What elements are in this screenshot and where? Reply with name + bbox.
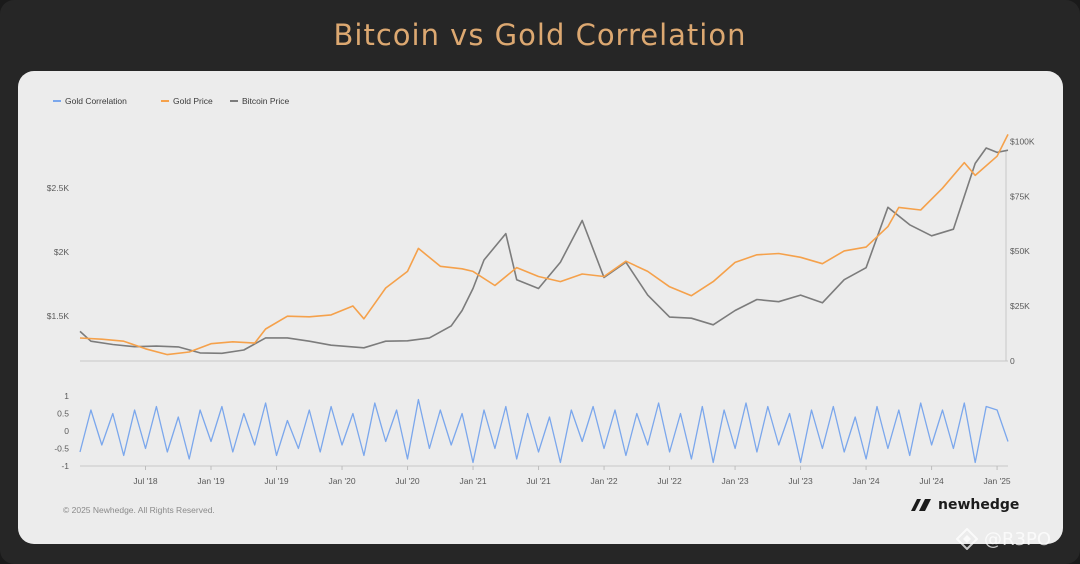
left-axis-tick-label: $2K [54,247,69,257]
diamond-logo-icon [956,528,978,550]
x-axis-tick-label: Jul '21 [526,476,551,486]
watermark: @R3PO [956,528,1051,550]
x-axis-tick-label: Jan '19 [197,476,224,486]
correlation-axis-tick-label: -1 [61,461,69,471]
x-axis-tick-label: Jan '21 [459,476,486,486]
x-axis-tick-label: Jul '22 [657,476,682,486]
bitcoin-price-line [79,147,1009,355]
brand-name: newhedge [938,497,1020,513]
left-axis-tick-label: $1.5K [47,311,70,321]
watermark-text: @R3PO [984,528,1051,550]
legend-label: Bitcoin Price [242,96,290,106]
x-axis-tick-label: Jan '24 [852,476,879,486]
right-axis-tick-label: 0 [1010,356,1015,366]
chart-title: Bitcoin vs Gold Correlation [333,18,747,52]
right-axis-tick-label: $75K [1010,191,1030,201]
copyright-text: © 2025 Newhedge. All Rights Reserved. [63,505,215,515]
gold-price-line [79,134,1009,356]
brand-logo[interactable]: newhedge [910,497,1019,513]
x-axis-tick-label: Jan '22 [590,476,617,486]
correlation-axis-tick-label: 0.5 [57,409,69,419]
x-axis-tick-label: Jan '25 [984,476,1011,486]
x-axis-tick-label: Jul '24 [919,476,944,486]
chart-card: Gold Correlation Gold Price Bitcoin Price $… [18,71,1063,544]
right-axis-tick-label: $100K [1010,136,1035,146]
right-axis-tick-label: $50K [1010,246,1030,256]
left-axis-tick-label: $2.5K [47,183,70,193]
legend-label: Gold Price [173,96,213,106]
correlation-axis-tick-label: 1 [64,391,69,401]
right-axis-tick-label: $25K [1010,301,1030,311]
newhedge-logo-icon [911,499,931,511]
x-axis-tick-label: Jan '20 [328,476,355,486]
gold-correlation-line [79,398,1009,464]
correlation-axis-tick-label: 0 [64,426,69,436]
x-axis-tick-label: Jul '23 [788,476,813,486]
x-axis-tick-label: Jul '18 [133,476,158,486]
legend-label: Gold Correlation [65,96,127,106]
chart-svg: Gold Correlation Gold Price Bitcoin Price $… [47,96,1035,486]
x-axis-tick-label: Jul '19 [264,476,289,486]
x-axis-tick-label: Jul '20 [395,476,420,486]
x-axis-tick-label: Jan '23 [721,476,748,486]
correlation-axis-tick-label: -0.5 [54,444,69,454]
